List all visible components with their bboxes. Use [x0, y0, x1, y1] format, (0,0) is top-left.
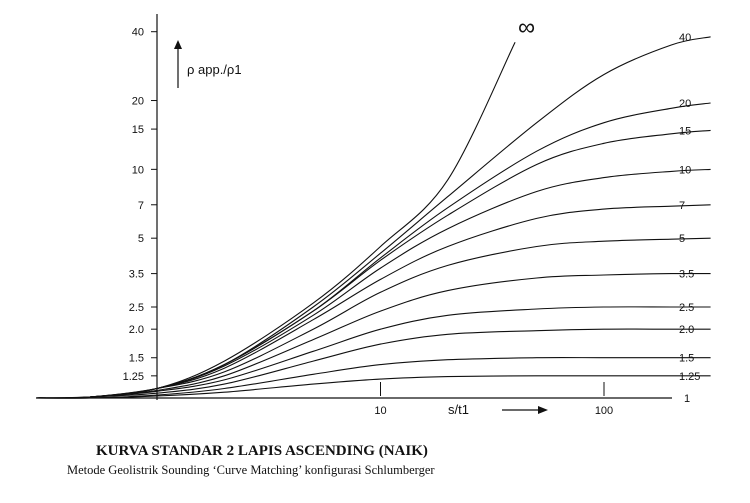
- curve-line: [35, 237, 711, 399]
- infinity-label: ∞: [518, 14, 535, 41]
- axes: [36, 14, 672, 414]
- y-axis-title: ρ app./ρ1: [187, 62, 242, 77]
- y-tick-marks: [151, 31, 157, 377]
- y-tick-label: 1.5: [129, 353, 144, 365]
- chart-title: KURVA STANDAR 2 LAPIS ASCENDING (NAIK): [96, 443, 428, 459]
- curve-label: 10: [679, 164, 691, 176]
- y-tick-label: 2.5: [129, 302, 144, 314]
- y-tick-label: 10: [132, 164, 144, 176]
- y-tick-label: 20: [132, 96, 144, 108]
- curve-line: [35, 41, 516, 399]
- y-tick-label: 3.5: [129, 269, 144, 281]
- curve-line: [35, 36, 711, 399]
- curve-label: 1.25: [679, 371, 700, 383]
- y-tick-label: 5: [138, 233, 144, 245]
- curve-label: 20: [679, 98, 691, 110]
- x-tick-label: 100: [595, 405, 613, 417]
- x-tick-marks: [380, 382, 605, 396]
- curve-label: 15: [679, 125, 691, 137]
- x-axis-title: s/t1: [448, 402, 469, 417]
- curve-line: [35, 306, 711, 399]
- y-tick-label: 1.25: [123, 371, 144, 383]
- curve-label: 7: [679, 200, 685, 212]
- curve-label: 2.0: [679, 324, 694, 336]
- curve-labels: 40 20 15 10 7 5 3.5 2.5 2.0 1.5 1.25: [679, 32, 700, 383]
- curve-label: 3.5: [679, 269, 694, 281]
- y-tick-label: 40: [132, 27, 144, 39]
- curve-label: 40: [679, 32, 691, 44]
- curve-line: [35, 328, 711, 399]
- x-tick-labels: 10 100: [374, 405, 613, 417]
- curve-line: [35, 357, 711, 399]
- y-axis-arrow-head: [174, 40, 182, 49]
- curve-line: [35, 272, 711, 399]
- y-tick-label: 2.0: [129, 324, 144, 336]
- y-tick-label: 15: [132, 124, 144, 136]
- y-tick-labels: 40 20 15 10 7 5 3.5 2.5 2.0 1.5 1.25: [123, 27, 144, 383]
- curve-line: [35, 375, 711, 399]
- baseline-label: 1: [684, 393, 690, 405]
- y-tick-label: 7: [138, 200, 144, 212]
- x-tick-label: 10: [374, 405, 386, 417]
- x-axis-arrow-head: [538, 406, 548, 414]
- curves: [35, 36, 711, 399]
- curve-label: 5: [679, 233, 685, 245]
- chart-subtitle: Metode Geolistrik Sounding ‘Curve Matchi…: [67, 463, 435, 477]
- curve-label: 1.5: [679, 353, 694, 365]
- curve-label: 2.5: [679, 302, 694, 314]
